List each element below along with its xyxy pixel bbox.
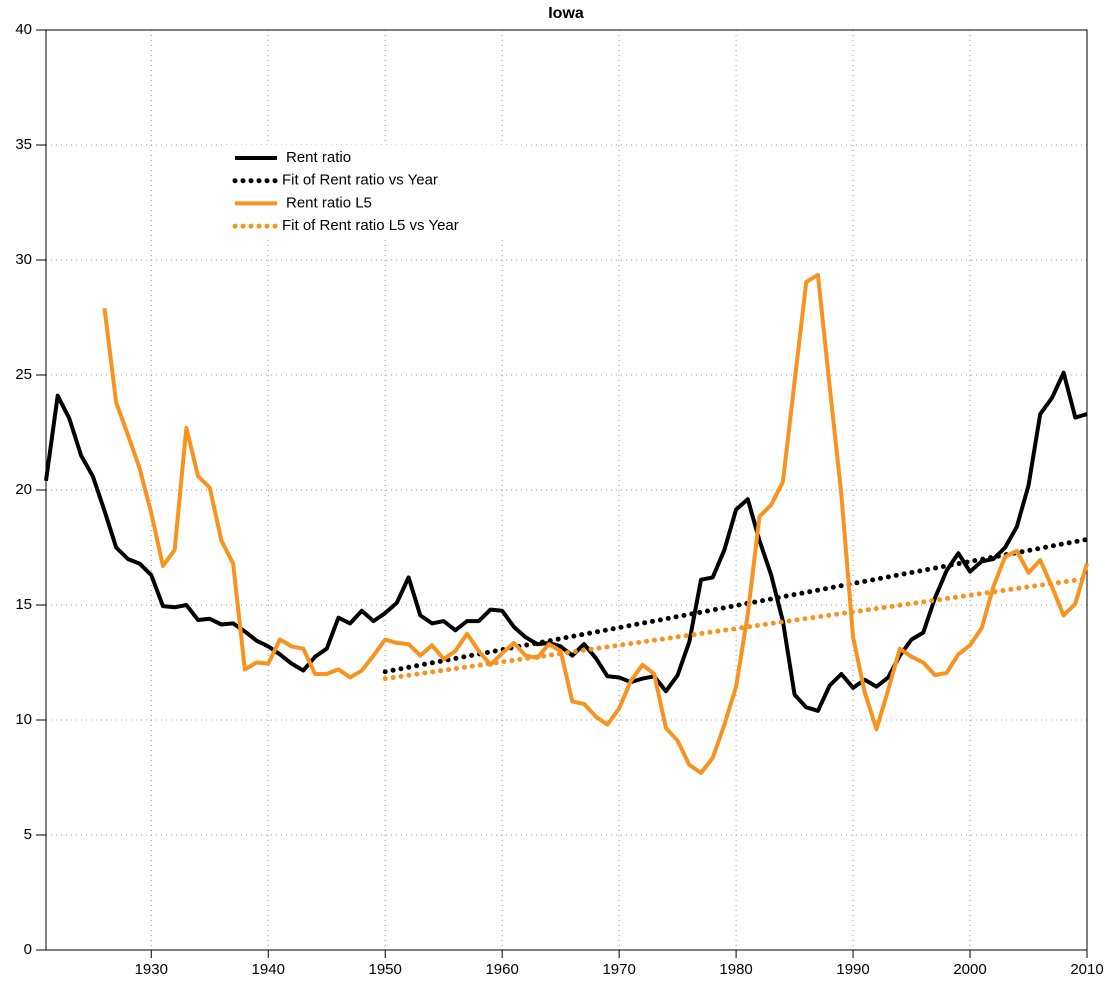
legend-label: Fit of Rent ratio vs Year — [282, 172, 438, 189]
x-tick-label: 1970 — [602, 961, 635, 978]
y-tick-label: 30 — [15, 251, 32, 268]
y-tick-label: 5 — [24, 826, 32, 843]
legend-label: Rent ratio L5 — [286, 194, 372, 211]
x-tick-label: 1990 — [836, 961, 869, 978]
legend-label: Rent ratio — [286, 149, 351, 166]
x-tick-label: 1980 — [719, 961, 752, 978]
y-tick-label: 20 — [15, 481, 32, 498]
x-tick-label: 1930 — [135, 961, 168, 978]
y-tick-label: 40 — [15, 21, 32, 38]
y-tick-label: 35 — [15, 136, 32, 153]
series-line — [44, 370, 1088, 713]
series-line — [382, 576, 1090, 682]
plot-frame — [45, 29, 1088, 951]
y-tick-label: 0 — [24, 941, 32, 958]
series-line — [382, 536, 1090, 675]
x-tick-label: 1960 — [485, 961, 518, 978]
y-tick-label: 15 — [15, 596, 32, 613]
series-line — [102, 272, 1089, 775]
x-tick-label: 1940 — [252, 961, 285, 978]
x-tick-label: 2000 — [953, 961, 986, 978]
legend-label: Fit of Rent ratio L5 vs Year — [282, 217, 459, 234]
chart-title: Iowa — [548, 5, 584, 22]
x-tick-label: 1950 — [369, 961, 402, 978]
x-tick-label: 2010 — [1070, 961, 1103, 978]
y-tick-label: 25 — [15, 366, 32, 383]
y-tick-label: 10 — [15, 711, 32, 728]
legend-box — [225, 145, 525, 239]
